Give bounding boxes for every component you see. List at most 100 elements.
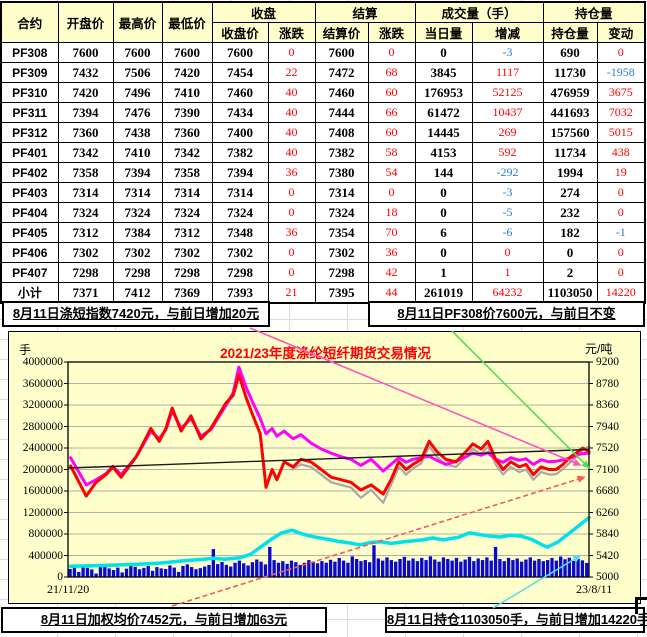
volume-bar bbox=[472, 561, 476, 577]
volume-bar bbox=[372, 545, 376, 577]
volume-bar bbox=[111, 570, 116, 577]
value-cell: 7438 bbox=[112, 122, 163, 143]
header-high: 最高价 bbox=[112, 1, 163, 43]
volume-bar bbox=[428, 556, 433, 577]
volume-bar bbox=[498, 558, 502, 577]
volume-bar bbox=[289, 560, 294, 577]
volume-bar bbox=[450, 560, 454, 577]
change-cell: -3 bbox=[471, 42, 544, 63]
volume-bar bbox=[237, 560, 242, 577]
volume-bar bbox=[537, 558, 541, 577]
volume-bar bbox=[515, 558, 519, 577]
volume-bar bbox=[98, 566, 103, 577]
change-cell: 54 bbox=[367, 162, 416, 183]
value-cell: 182 bbox=[542, 222, 598, 243]
value-cell: 7412 bbox=[112, 282, 163, 304]
volume-bar bbox=[528, 557, 532, 577]
volume-bar bbox=[250, 562, 255, 577]
table-row: PF312 7360 7438 7360 7400 40 7408 60 14445 269 157… bbox=[0, 122, 646, 143]
header-group-volume: 成交量（手） bbox=[414, 1, 544, 23]
volume-bar bbox=[185, 564, 189, 577]
value-cell: 7394 bbox=[211, 162, 269, 183]
volume-bar bbox=[72, 567, 77, 577]
change-cell: -5 bbox=[471, 202, 544, 223]
change-cell: 60 bbox=[367, 82, 416, 103]
volume-bar bbox=[216, 564, 220, 577]
volume-bar bbox=[567, 557, 572, 577]
right-tick-label: 9200 bbox=[596, 356, 619, 368]
change-cell: -292 bbox=[471, 162, 544, 183]
volume-bar bbox=[424, 560, 428, 577]
volume-bar bbox=[328, 559, 333, 577]
change-cell: 18 bbox=[367, 202, 416, 223]
contract-cell: PF405 bbox=[0, 222, 59, 243]
volume-bar bbox=[233, 562, 237, 577]
volume-bar bbox=[381, 560, 385, 577]
volume-bar bbox=[502, 561, 506, 577]
value-cell: 6 bbox=[414, 222, 473, 243]
volume-bar bbox=[367, 562, 372, 577]
cyan-open-interest-line bbox=[68, 515, 591, 569]
left-tick-label: 4000000 bbox=[22, 356, 63, 368]
value-cell: 7302 bbox=[314, 242, 369, 263]
value-cell: 11734 bbox=[542, 142, 598, 163]
table-group-header-row: 合约 开盘价 最高价 最低价 收盘 结算 成交量（手） 持仓量 bbox=[0, 1, 646, 43]
volume-bar bbox=[341, 560, 346, 577]
volume-bar bbox=[285, 563, 289, 577]
value-cell: 7600 bbox=[112, 42, 163, 63]
volume-bar bbox=[541, 561, 545, 577]
volume-bar bbox=[207, 564, 211, 577]
value-cell: 144 bbox=[414, 162, 473, 183]
volume-bar bbox=[255, 559, 259, 577]
change-cell: 21 bbox=[267, 282, 316, 304]
value-cell: 261019 bbox=[414, 282, 473, 304]
volume-bar bbox=[550, 557, 554, 577]
value-cell: 61472 bbox=[414, 102, 473, 123]
value-cell: 7600 bbox=[161, 42, 213, 63]
change-cell: 1117 bbox=[471, 62, 544, 83]
value-cell: 14445 bbox=[414, 122, 473, 143]
value-cell: 7342 bbox=[161, 142, 213, 163]
table-row: PF406 7302 7302 7302 7302 0 7302 36 0 0 0 0 bbox=[0, 242, 646, 263]
change-cell: 0 bbox=[267, 242, 316, 263]
change-cell: 0 bbox=[367, 42, 416, 63]
value-cell: 7298 bbox=[57, 262, 114, 283]
banner-pf308-price: 8月11日PF308价7600元，与前日不变 bbox=[368, 301, 645, 327]
volume-bar bbox=[133, 566, 137, 577]
change-cell: 0 bbox=[267, 42, 316, 63]
volume-bar bbox=[94, 573, 98, 577]
value-cell: 7324 bbox=[211, 202, 269, 223]
header-close-price: 收盘价 bbox=[211, 22, 269, 43]
value-cell: 7384 bbox=[112, 222, 163, 243]
contract-cell: PF309 bbox=[0, 62, 59, 83]
volume-bar bbox=[337, 557, 341, 577]
volume-bar bbox=[298, 564, 302, 577]
volume-bar bbox=[107, 568, 111, 577]
change-cell: 68 bbox=[367, 62, 416, 83]
volume-bar bbox=[545, 560, 550, 577]
change-cell: 40 bbox=[267, 102, 316, 123]
volume-bar bbox=[194, 569, 198, 577]
contract-cell: PF403 bbox=[0, 182, 59, 203]
right-tick-label: 8780 bbox=[596, 377, 619, 390]
volume-bar bbox=[150, 570, 155, 577]
value-cell: 7314 bbox=[161, 182, 213, 203]
volume-bar bbox=[519, 561, 524, 577]
change-cell: -1 bbox=[596, 222, 646, 243]
futures-quote-table: 合约 开盘价 最高价 最低价 收盘 结算 成交量（手） 持仓量 收盘价 涨跌 结… bbox=[0, 1, 647, 304]
volume-bar bbox=[446, 558, 450, 577]
value-cell: 2 bbox=[542, 262, 598, 283]
table-row: PF401 7342 7410 7342 7382 40 7382 58 4153 592 1173… bbox=[0, 142, 646, 163]
change-cell: 40 bbox=[267, 82, 316, 103]
left-tick-label: 400000 bbox=[28, 549, 64, 562]
volume-bar bbox=[454, 557, 459, 577]
value-cell: 441693 bbox=[542, 102, 598, 123]
change-cell: 52125 bbox=[471, 82, 544, 103]
table-row: PF405 7312 7384 7312 7348 36 7354 70 6 -6 182 -1 bbox=[0, 222, 646, 243]
value-cell: 0 bbox=[414, 42, 473, 63]
change-cell: 64232 bbox=[471, 282, 544, 304]
change-cell: 0 bbox=[267, 202, 316, 223]
contract-cell: PF311 bbox=[0, 102, 59, 123]
change-cell: 0 bbox=[596, 262, 646, 283]
value-cell: 7400 bbox=[211, 122, 269, 143]
